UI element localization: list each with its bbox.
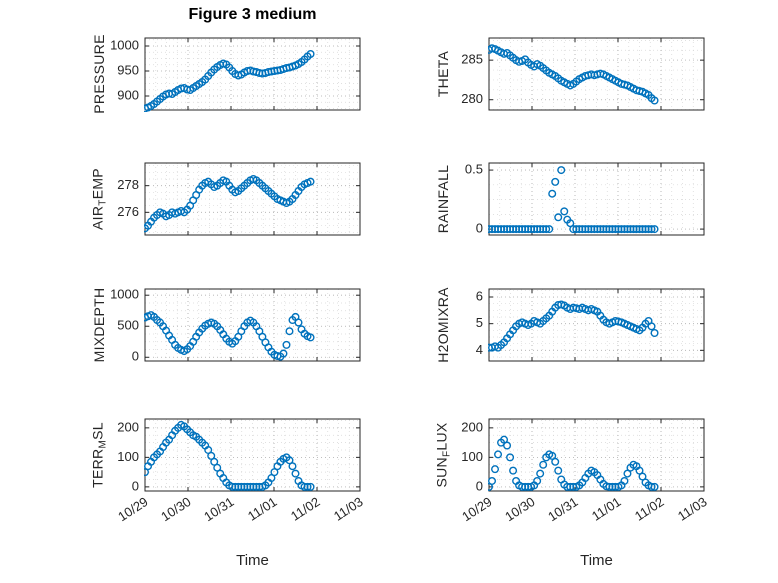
subplot-mixdepth: MIXDEPTH 0 500 1000 [83,284,363,364]
svg-text:1000: 1000 [110,287,139,302]
svg-text:100: 100 [117,449,139,464]
svg-text:900: 900 [117,87,139,102]
plot-canvas-theta: 280 285 [461,37,705,111]
svg-text:0: 0 [132,349,139,364]
y-axis-label-rainfall: RAINFALL [435,164,451,234]
subplot-theta: THETA 280 285 [427,33,707,113]
svg-text:6: 6 [476,288,483,303]
svg-text:1000: 1000 [110,37,139,52]
plot-canvas-sunflux: 0 100 200 10/29 10/30 10/31 11/01 11/02 11/03 [459,418,710,524]
svg-text:10/30: 10/30 [158,494,193,524]
svg-text:0: 0 [476,221,483,236]
subplot-sunflux: SUNFLUX 0 100 200 10/29 10/30 10/31 11/01 11/02… [427,414,710,524]
svg-text:950: 950 [117,62,139,77]
svg-text:11/03: 11/03 [331,494,366,524]
svg-text:200: 200 [461,419,483,434]
svg-text:10/29: 10/29 [115,494,150,524]
plot-canvas-rainfall: 00.5 [465,162,705,236]
y-axis-label-airtemp: AIRTEMP [89,168,109,230]
x-axis-label-left: Time [236,552,269,569]
svg-text:11/01: 11/01 [245,494,280,524]
svg-text:0: 0 [132,478,139,493]
x-axis-label-right: Time [580,552,613,569]
svg-text:0: 0 [476,478,483,493]
svg-text:285: 285 [461,52,483,67]
svg-text:276: 276 [117,204,139,219]
svg-text:11/02: 11/02 [288,494,323,524]
svg-text:10/30: 10/30 [502,494,537,524]
y-axis-label-sunflux: SUNFLUX [433,422,453,488]
svg-text:11/01: 11/01 [589,494,624,524]
plot-canvas-airtemp: 276 278 [117,162,361,236]
y-axis-label-h2omixra: H2OMIXRA [435,287,451,363]
svg-text:10/31: 10/31 [545,494,580,524]
svg-text:500: 500 [117,318,139,333]
subplot-h2omixra: H2OMIXRA 4 5 6 [427,284,707,364]
plot-canvas-terrmsl: 0 100 200 10/29 10/30 10/31 11/01 11/02 11/03 [115,418,366,524]
svg-text:10/31: 10/31 [201,494,236,524]
y-axis-label-mixdepth: MIXDEPTH [91,287,107,363]
svg-text:4: 4 [476,342,483,357]
plot-canvas-h2omixra: 4 5 6 [476,288,705,362]
plot-canvas-mixdepth: 0 500 1000 [110,287,361,364]
plot-canvas-pressure: 900 950 1000 [110,37,361,112]
subplot-airtemp: AIRTEMP 276 278 [83,158,363,238]
svg-text:11/02: 11/02 [632,494,667,524]
subplot-rainfall: RAINFALL 0 0.5 [427,158,707,238]
y-axis-label-terrmsl: TERRMSL [89,422,109,488]
svg-text:10/29: 10/29 [459,494,494,524]
svg-text:5: 5 [476,315,483,330]
subplot-terrmsl: TERRMSL 0 100 200 10/29 10/30 10/31 11/01 11/02… [83,414,366,524]
svg-text:11/03: 11/03 [675,494,710,524]
svg-text:278: 278 [117,177,139,192]
svg-text:200: 200 [117,419,139,434]
svg-text:280: 280 [461,91,483,106]
y-axis-label-theta: THETA [435,50,451,98]
svg-text:0.5: 0.5 [465,162,483,177]
figure-title: Figure 3 medium [188,6,317,23]
subplot-pressure: PRESSURE 900 950 1000 [83,33,363,114]
svg-text:100: 100 [461,449,483,464]
y-axis-label-pressure: PRESSURE [91,34,107,114]
